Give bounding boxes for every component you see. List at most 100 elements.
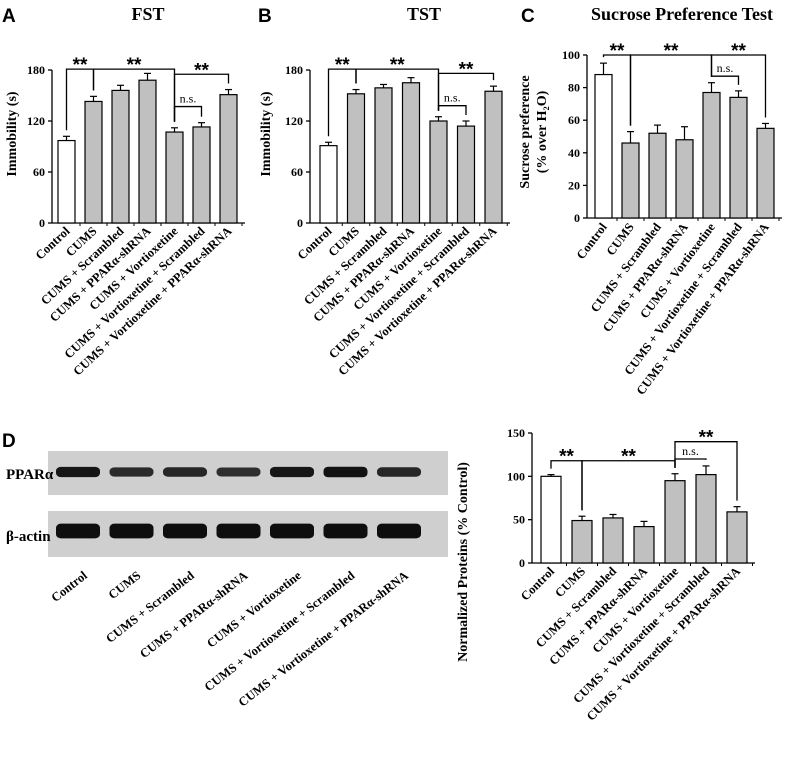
bar (594, 73, 613, 219)
blot-band (56, 466, 100, 478)
significance-label: ** (459, 59, 474, 80)
blot-lane-label: CUMS (106, 568, 144, 602)
bar (219, 94, 238, 224)
bar (664, 480, 686, 564)
bar (165, 131, 184, 224)
y-tick-label: 100 (507, 469, 525, 483)
panel-letter-d: D (2, 431, 16, 452)
bar (84, 100, 103, 224)
significance-label: ** (73, 55, 88, 76)
bar (57, 139, 76, 224)
bar (695, 474, 717, 564)
significance-bracket (173, 73, 230, 122)
panel-letter-c: C (521, 6, 535, 27)
bar (729, 96, 748, 219)
significance-label: ** (559, 447, 574, 468)
chart-a-ylabel: Immobility (s) (5, 91, 20, 177)
significance-bracket (173, 105, 203, 122)
blot-band (109, 523, 154, 539)
y-tick-label: 20 (568, 178, 580, 192)
y-tick-label: 150 (507, 426, 525, 440)
chart-b-title: TST (407, 4, 441, 24)
significance-label: ** (610, 41, 625, 62)
bar (319, 145, 338, 224)
bar (374, 87, 393, 224)
bar (346, 93, 366, 224)
significance-bracket (710, 54, 767, 118)
ns-label: n.s. (444, 91, 461, 105)
bar (756, 127, 775, 219)
bar (648, 132, 667, 219)
bar (192, 126, 211, 224)
y-tick-label: 180 (27, 63, 45, 77)
ns-label: n.s. (180, 92, 197, 106)
blot-band (377, 467, 421, 477)
panel-letter-a: A (2, 6, 16, 27)
significance-label: ** (127, 55, 142, 76)
blot-band (323, 523, 368, 539)
significance-bracket (437, 72, 495, 111)
blot-lane-label: CUMS + PPARα-shRNA (137, 568, 250, 661)
bar (138, 79, 157, 224)
significance-label: ** (731, 41, 746, 62)
blot-band (270, 523, 314, 539)
significance-bracket (629, 54, 713, 126)
x-tick-label: Control (574, 220, 610, 262)
significance-label: ** (194, 60, 209, 81)
blot-band (163, 467, 207, 477)
bar (726, 511, 748, 564)
blot-band (56, 523, 100, 539)
y-tick-label: 80 (568, 81, 580, 95)
blot-row-label-ppara: PPARα (6, 467, 54, 483)
significance-label: ** (335, 55, 350, 76)
blot-lane-label: CUMS + Vortioxetine (204, 568, 304, 650)
blot-band (323, 466, 368, 478)
blot-band (270, 466, 314, 478)
y-tick-label: 0 (297, 216, 303, 230)
chart-b-ylabel: Immobility (s) (259, 91, 274, 177)
ns-label: n.s. (682, 444, 699, 458)
blot-band (216, 523, 261, 539)
y-tick-label: 120 (285, 114, 303, 128)
significance-bracket (710, 75, 740, 85)
significance-bracket (674, 441, 738, 501)
bar (484, 90, 503, 224)
y-tick-label: 120 (27, 114, 45, 128)
significance-bracket (92, 68, 176, 122)
chart-a-title: FST (131, 4, 164, 24)
significance-bracket (674, 458, 707, 468)
bar (540, 475, 562, 564)
y-tick-label: 60 (291, 165, 303, 179)
chart-c-ylabel-line1: Sucrose preference (518, 75, 533, 188)
blot-lane-label: CUMS + Scrambled (103, 568, 197, 645)
bar (571, 519, 593, 564)
ns-label: n.s. (717, 61, 734, 75)
y-tick-label: 0 (519, 556, 525, 570)
bar (602, 517, 624, 564)
significance-label: ** (699, 428, 714, 449)
significance-label: ** (390, 55, 405, 76)
chart-c-title: Sucrose Preference Test (591, 4, 773, 24)
bar (429, 120, 448, 224)
blot-band (109, 467, 154, 477)
y-tick-label: 0 (39, 216, 45, 230)
significance-label: ** (621, 447, 636, 468)
chart-c-ylabel-line2: (% over H₂O) (535, 90, 550, 173)
y-tick-label: 60 (568, 113, 580, 127)
bar (401, 82, 421, 224)
bar (456, 125, 476, 224)
blot-band (377, 523, 421, 539)
blot-band (163, 523, 207, 539)
significance-bracket (581, 460, 676, 511)
y-tick-label: 180 (285, 63, 303, 77)
y-tick-label: 0 (574, 211, 580, 225)
y-tick-label: 40 (568, 146, 580, 160)
bar (702, 91, 721, 219)
bar (621, 142, 640, 219)
significance-bracket (437, 105, 467, 115)
